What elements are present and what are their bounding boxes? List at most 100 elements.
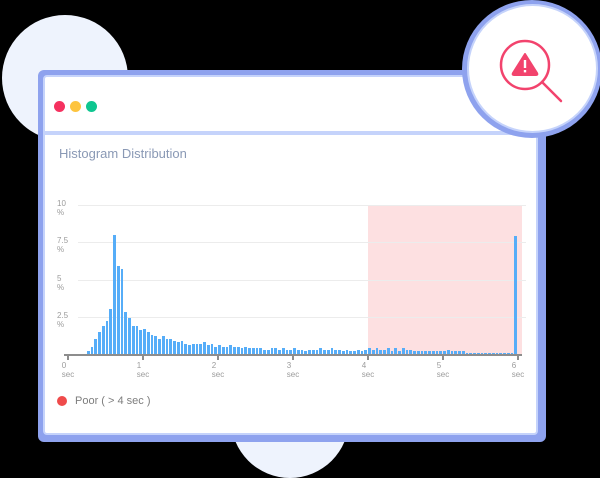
histogram-bar: [176, 342, 180, 354]
y-tick-label: 5 %: [57, 273, 65, 292]
histogram-bar: [270, 348, 274, 354]
x-tick-label: 5 sec: [436, 361, 450, 379]
legend-poor-dot-icon: [57, 396, 67, 406]
histogram-bar: [86, 351, 90, 354]
histogram-bar: [236, 346, 240, 354]
histogram-bar: [105, 321, 109, 354]
histogram-bar: [180, 340, 184, 354]
chart-title: Histogram Distribution: [59, 146, 187, 161]
histogram-bar: [383, 349, 386, 354]
histogram-bar: [439, 351, 443, 354]
histogram-bar: [386, 348, 390, 354]
histogram-bar: [150, 334, 154, 354]
histogram-bar: [495, 352, 499, 354]
x-axis: [64, 354, 522, 356]
histogram-bar: [368, 348, 371, 354]
histogram-bar: [94, 339, 98, 354]
histogram-bar: [473, 352, 476, 354]
histogram-bar: [128, 318, 131, 354]
x-tick-label: 0 sec: [61, 361, 75, 379]
histogram-bar: [229, 345, 233, 354]
x-tick-label: 1 sec: [136, 361, 150, 379]
histogram-bar: [360, 351, 364, 354]
histogram-bar: [371, 349, 375, 354]
histogram-bar: [488, 352, 491, 354]
histogram-bar: [90, 346, 94, 354]
histogram-bar: [146, 331, 150, 354]
legend-poor-label: Poor ( > 4 sec ): [75, 395, 151, 407]
histogram-bar: [484, 352, 488, 354]
histogram-bar: [210, 343, 214, 354]
histogram-bar: [101, 325, 105, 354]
histogram-bar: [184, 343, 188, 354]
histogram-bar: [98, 331, 101, 354]
x-tick: [367, 356, 369, 360]
histogram-bar: [341, 351, 345, 354]
histogram-bar: [491, 352, 495, 354]
histogram-bar: [289, 349, 293, 354]
histogram-bar: [221, 346, 225, 354]
x-tick: [442, 356, 444, 360]
histogram-bar: [416, 351, 420, 354]
histogram-bar: [353, 351, 356, 354]
histogram-bar: [413, 351, 416, 354]
histogram-bar: [116, 266, 120, 354]
histogram-bar: [450, 351, 454, 354]
histogram-bar: [330, 348, 334, 354]
histogram-bar: [469, 352, 473, 354]
histogram-bar: [326, 349, 330, 354]
y-tick-label: 10 %: [57, 199, 66, 217]
gridline: [78, 205, 526, 206]
histogram-bar: [240, 348, 244, 354]
histogram-bar: [274, 348, 278, 354]
histogram-bar: [131, 325, 135, 354]
histogram-bar: [349, 351, 353, 354]
histogram-bar: [319, 348, 323, 354]
histogram-bar: [173, 340, 176, 354]
minimize-dot-icon[interactable]: [70, 101, 81, 112]
histogram-bar: [476, 352, 480, 354]
histogram-bar: [244, 346, 248, 354]
histogram-bar: [428, 351, 431, 354]
histogram-bar: [465, 352, 469, 354]
histogram-bar: [195, 343, 199, 354]
histogram-bar: [345, 349, 349, 354]
histogram-bar: [278, 349, 281, 354]
x-tick-label: 2 sec: [211, 361, 225, 379]
histogram-bar: [135, 325, 139, 354]
histogram-bar: [263, 349, 266, 354]
warning-search-icon: [499, 39, 563, 103]
histogram-bar: [225, 346, 229, 354]
histogram-bar: [315, 349, 319, 354]
histogram-bar: [394, 348, 398, 354]
histogram-bar: [109, 309, 113, 354]
gridline: [78, 242, 526, 244]
histogram-bar: [510, 352, 514, 354]
histogram-bar: [379, 349, 383, 354]
browser-window: Histogram Distribution 2.5 % 5 % 7.5 % 10 %…: [43, 75, 538, 435]
close-dot-icon[interactable]: [54, 101, 65, 112]
histogram-bar: [113, 234, 116, 354]
histogram-bar: [169, 339, 173, 354]
x-tick-label: 6 sec: [511, 361, 525, 379]
histogram-bar: [124, 312, 128, 354]
histogram-bar: [420, 351, 424, 354]
histogram-bar: [514, 236, 518, 354]
histogram-bar: [161, 336, 165, 354]
histogram-bar: [203, 342, 206, 354]
histogram-bar: [218, 345, 221, 354]
histogram-bar: [259, 348, 263, 354]
histogram-bar: [334, 349, 338, 354]
histogram-bar: [158, 339, 161, 354]
histogram-bar: [364, 349, 368, 354]
window-titlebar: [45, 77, 536, 135]
maximize-dot-icon[interactable]: [86, 101, 97, 112]
histogram-bar: [308, 349, 311, 354]
histogram-bar: [480, 352, 484, 354]
histogram-bar: [461, 351, 465, 354]
x-tick: [517, 356, 519, 360]
histogram-bar: [443, 351, 446, 354]
histogram-bar: [424, 351, 428, 354]
histogram-bar: [405, 349, 409, 354]
x-tick-label: 4 sec: [361, 361, 375, 379]
